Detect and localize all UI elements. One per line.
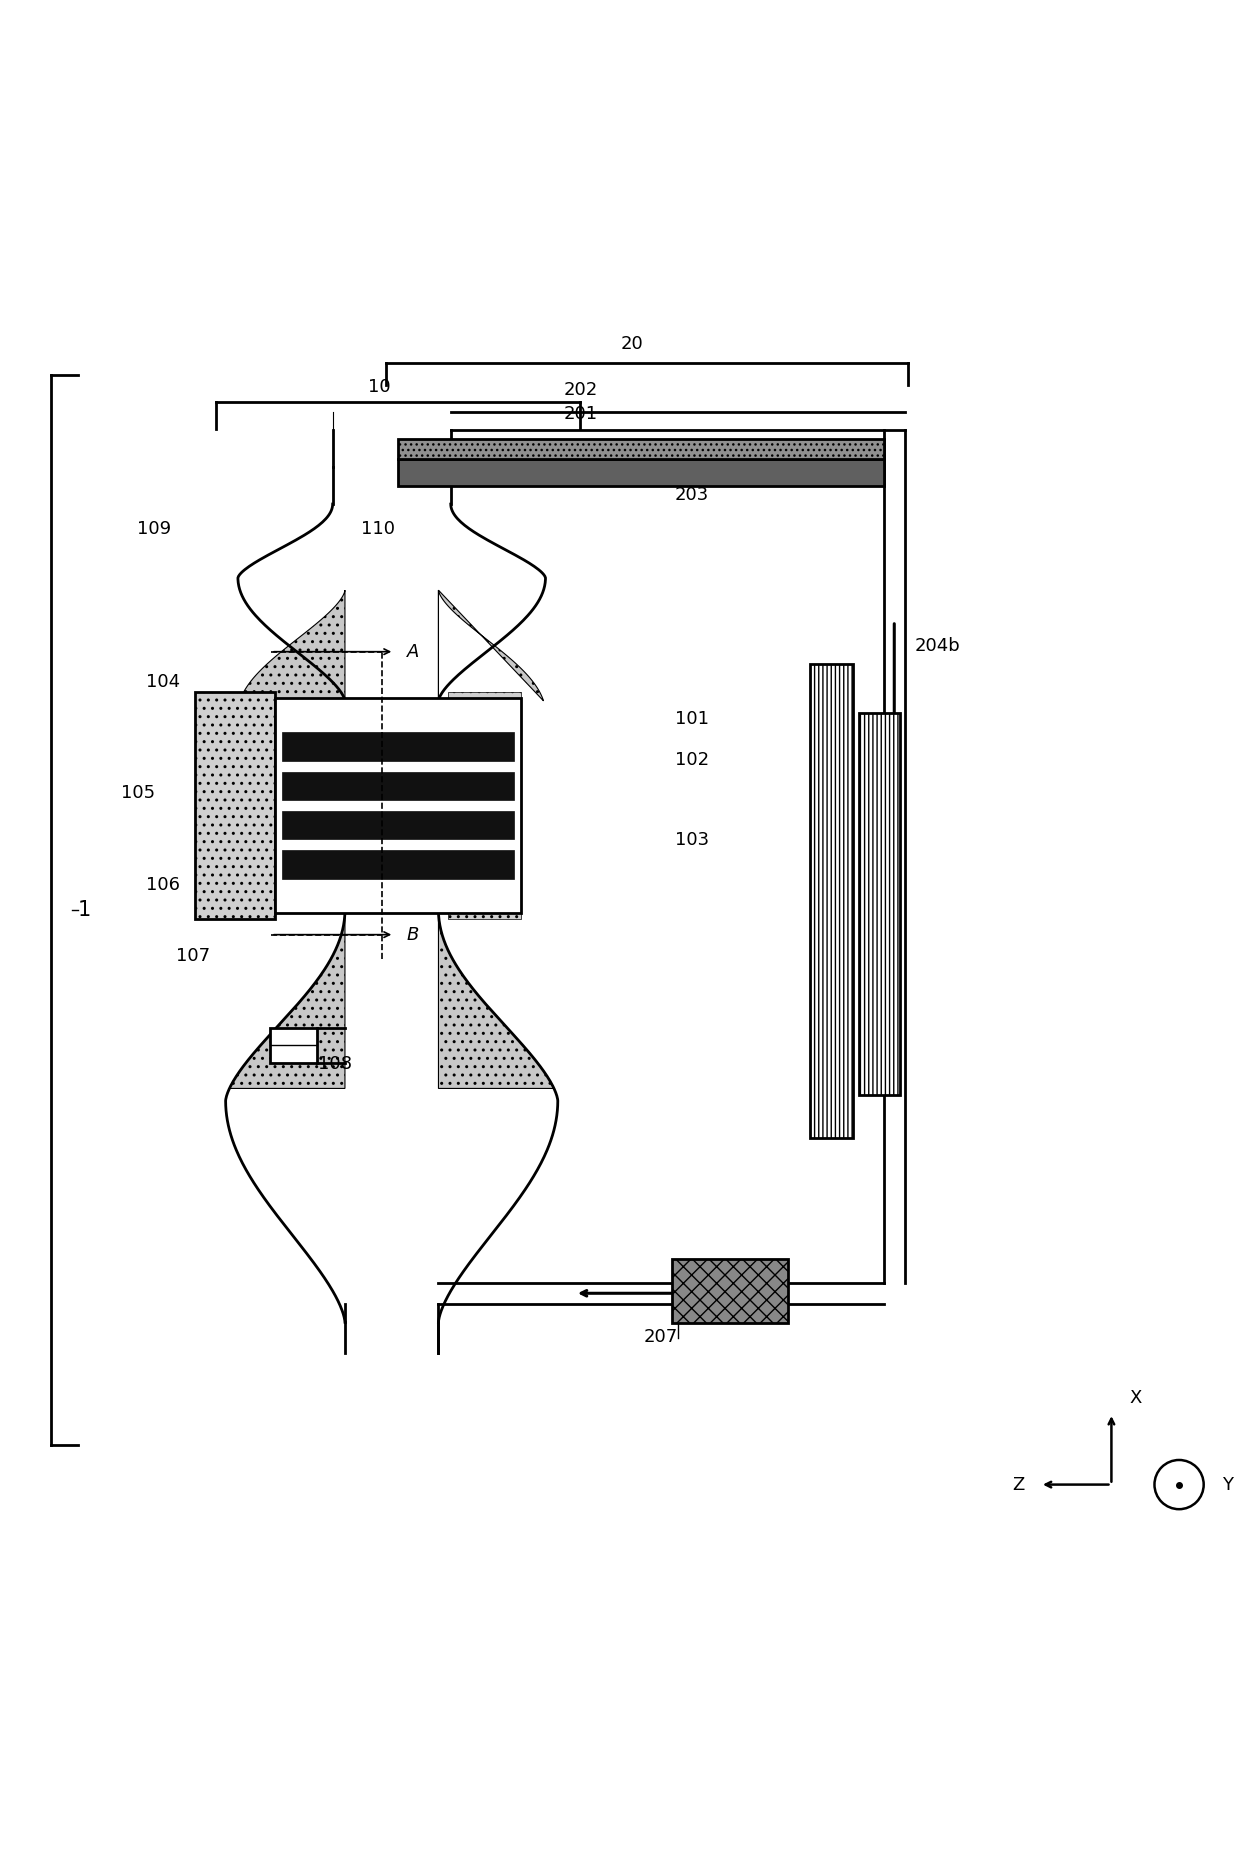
Text: 109: 109 [138, 520, 171, 539]
Bar [449, 691, 521, 919]
Text: 105: 105 [122, 784, 155, 802]
Bar [672, 1259, 789, 1324]
Text: 108: 108 [317, 1055, 352, 1073]
Text: 1: 1 [78, 901, 92, 919]
Bar [283, 812, 513, 839]
Text: 202: 202 [564, 381, 598, 399]
Text: 102: 102 [675, 750, 709, 769]
Bar [283, 732, 513, 761]
Text: Y: Y [1223, 1476, 1233, 1493]
Bar [398, 459, 884, 485]
Text: 201: 201 [564, 405, 598, 423]
Bar [810, 665, 853, 1138]
Text: 110: 110 [361, 520, 396, 539]
Text: 101: 101 [675, 711, 709, 728]
Bar [275, 698, 521, 914]
Text: 207: 207 [644, 1328, 678, 1346]
Bar [859, 713, 900, 1094]
Polygon shape [229, 910, 345, 1088]
Bar [283, 851, 513, 878]
Text: Z: Z [1012, 1476, 1024, 1493]
Bar [283, 773, 513, 800]
Text: 103: 103 [675, 830, 709, 849]
Bar [270, 1029, 316, 1062]
Bar [398, 438, 884, 459]
Text: X: X [1130, 1389, 1142, 1408]
Polygon shape [439, 591, 543, 700]
Text: 204b: 204b [915, 637, 960, 654]
Bar [195, 691, 275, 919]
Polygon shape [239, 591, 345, 700]
Text: A: A [407, 643, 419, 661]
Text: 104: 104 [145, 674, 180, 691]
Text: 107: 107 [176, 947, 211, 964]
Text: 203: 203 [675, 487, 709, 505]
Text: 10: 10 [368, 379, 391, 396]
Polygon shape [439, 910, 554, 1088]
Text: B: B [407, 925, 419, 943]
Text: 20: 20 [620, 334, 644, 353]
Text: 106: 106 [145, 877, 180, 895]
